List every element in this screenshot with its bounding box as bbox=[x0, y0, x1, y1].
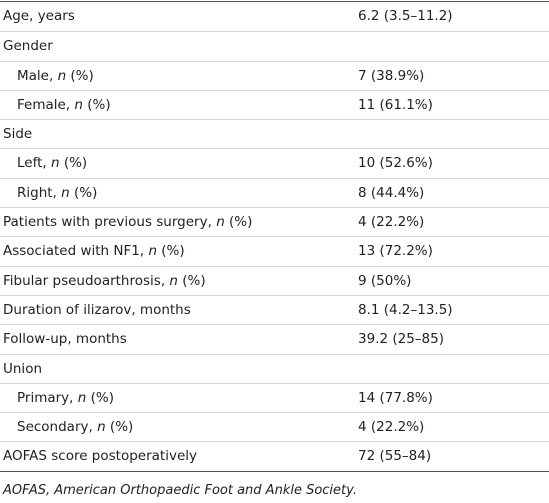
label-part: Patients with previous surgery, bbox=[3, 214, 217, 231]
row-value: 6.2 (3.5–11.2) bbox=[358, 8, 453, 24]
label-part: Right, bbox=[17, 184, 62, 201]
row-label: Primary, n (%) bbox=[17, 390, 114, 406]
table-row: Male, n (%) 7 (38.9%) bbox=[0, 60, 549, 90]
label-part: Side bbox=[3, 126, 33, 143]
label-part: n bbox=[77, 389, 87, 406]
row-label: Associated with NF1, n (%) bbox=[3, 243, 185, 259]
label-part: Female, bbox=[17, 96, 75, 113]
label-part: (%) bbox=[157, 243, 185, 260]
label-part: (%) bbox=[105, 419, 134, 436]
row-label: Right, n (%) bbox=[17, 185, 97, 201]
label-part: n bbox=[148, 243, 157, 260]
row-value: 4 (22.2%) bbox=[358, 419, 425, 436]
table-row: Age, years 6.2 (3.5–11.2) bbox=[0, 2, 549, 31]
table-row: Left, n (%) 10 (52.6%) bbox=[0, 148, 549, 177]
row-label: Follow-up, months bbox=[3, 331, 127, 347]
row-label: Secondary, n (%) bbox=[17, 419, 133, 435]
label-part: Union bbox=[3, 360, 43, 377]
row-value: 13 (72.2%) bbox=[358, 243, 433, 260]
row-label: Union bbox=[3, 361, 42, 377]
table-row: Duration of ilizarov, months 8.1 (4.2–13.… bbox=[0, 294, 549, 324]
table-row: AOFAS score postoperatively 72 (55–84) bbox=[0, 441, 549, 470]
table-row: Gender bbox=[0, 31, 549, 60]
footnote: AOFAS, American Orthopaedic Foot and Ank… bbox=[3, 483, 357, 498]
row-value: 8.1 (4.2–13.5) bbox=[358, 301, 453, 318]
row-label: Left, n (%) bbox=[17, 155, 87, 171]
table-row: Union bbox=[0, 353, 549, 383]
label-part: Male, bbox=[17, 67, 58, 84]
table-row: Patients with previous surgery, n (%) 4 (… bbox=[0, 207, 549, 236]
label-part: Duration of ilizarov, months bbox=[3, 301, 191, 318]
label-part: n bbox=[57, 67, 67, 84]
label-part: (%) bbox=[86, 389, 114, 406]
table-row: Primary, n (%) 14 (77.8%) bbox=[0, 382, 549, 412]
row-value: 14 (77.8%) bbox=[358, 389, 433, 406]
row-value: 39.2 (25–85) bbox=[358, 331, 444, 348]
label-part: Fibular pseudoarthrosis, bbox=[3, 272, 170, 289]
label-part: (%) bbox=[224, 214, 253, 231]
label-part: n bbox=[50, 155, 60, 172]
row-value: 7 (38.9%) bbox=[358, 67, 425, 84]
row-value: 9 (50%) bbox=[358, 272, 412, 289]
label-part: Age, years bbox=[3, 8, 75, 24]
row-label: Patients with previous surgery, n (%) bbox=[3, 214, 252, 230]
label-part: (%) bbox=[82, 96, 111, 113]
label-part: (%) bbox=[59, 155, 88, 172]
row-label: Fibular pseudoarthrosis, n (%) bbox=[3, 273, 206, 289]
label-part: Primary, bbox=[17, 389, 78, 406]
row-label: Age, years bbox=[3, 8, 75, 24]
label-part: AOFAS score postoperatively bbox=[3, 448, 198, 465]
row-label: Gender bbox=[3, 38, 53, 54]
label-part: Left, bbox=[17, 155, 51, 172]
row-value: 8 (44.4%) bbox=[358, 184, 425, 201]
row-label: Side bbox=[3, 126, 32, 142]
label-part: Gender bbox=[3, 38, 53, 55]
label-part: n bbox=[169, 272, 178, 289]
label-part: (%) bbox=[66, 67, 94, 84]
label-part: n bbox=[61, 184, 70, 201]
row-label: Duration of ilizarov, months bbox=[3, 302, 191, 318]
table-row: Female, n (%) 11 (61.1%) bbox=[0, 89, 549, 119]
table-row: Associated with NF1, n (%) 13 (72.2%) bbox=[0, 236, 549, 265]
row-value: 72 (55–84) bbox=[358, 448, 432, 465]
label-part: Follow-up, months bbox=[3, 331, 127, 348]
row-label: Male, n (%) bbox=[17, 68, 94, 84]
row-value: 4 (22.2%) bbox=[358, 214, 425, 231]
label-part: Secondary, bbox=[17, 419, 98, 436]
label-part: Associated with NF1, bbox=[3, 243, 149, 260]
table-row: Side bbox=[0, 119, 549, 148]
row-label: Female, n (%) bbox=[17, 97, 111, 113]
table-row: Secondary, n (%) 4 (22.2%) bbox=[0, 412, 549, 441]
row-label: AOFAS score postoperatively bbox=[3, 448, 197, 464]
table: Age, years 6.2 (3.5–11.2) Gender Male, n (%… bbox=[0, 1, 549, 472]
table-row: Fibular pseudoarthrosis, n (%) 9 (50%) bbox=[0, 265, 549, 295]
label-part: n bbox=[74, 96, 83, 113]
row-value: 10 (52.6%) bbox=[358, 155, 433, 172]
label-part: n bbox=[216, 214, 225, 231]
row-value: 11 (61.1%) bbox=[358, 96, 433, 113]
label-part: n bbox=[97, 419, 106, 436]
table-row: Right, n (%) 8 (44.4%) bbox=[0, 177, 549, 207]
label-part: (%) bbox=[69, 184, 98, 201]
table-row: Follow-up, months 39.2 (25–85) bbox=[0, 324, 549, 353]
label-part: (%) bbox=[177, 272, 206, 289]
